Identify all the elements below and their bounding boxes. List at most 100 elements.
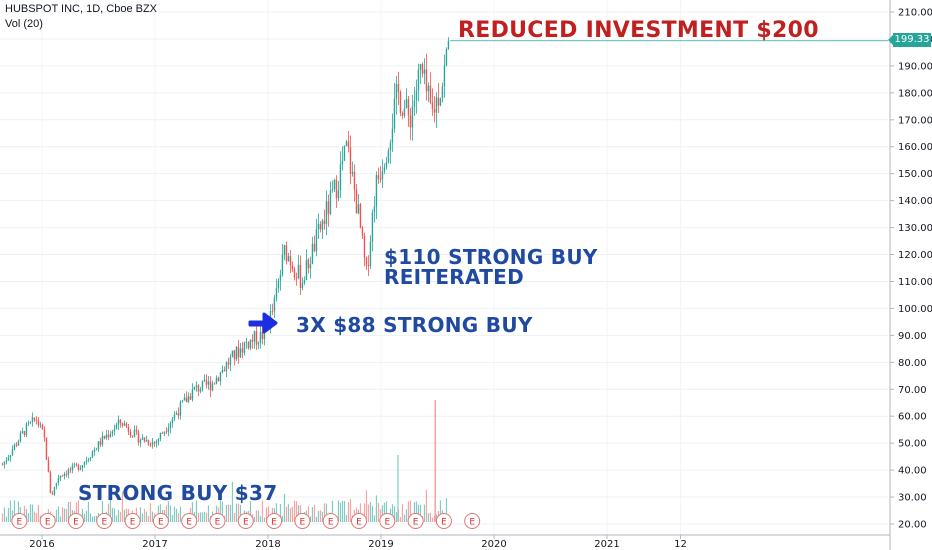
candle-body — [419, 64, 422, 70]
volume-bar — [117, 509, 120, 522]
candle-body — [113, 429, 116, 432]
earnings-marker-circle — [68, 513, 84, 529]
volume-bar — [401, 504, 404, 522]
candle-body — [63, 473, 66, 477]
candle-body — [69, 469, 72, 471]
volume-bar — [179, 506, 182, 522]
earnings-marker-label: E — [130, 518, 136, 528]
volume-bar — [141, 513, 144, 522]
volume-bar — [229, 504, 232, 522]
candle-body — [339, 164, 342, 191]
candle-body — [299, 264, 302, 288]
candle-body — [427, 85, 430, 92]
candle-body — [359, 204, 362, 228]
volume-bar — [149, 503, 152, 522]
candle-body — [311, 243, 314, 265]
earnings-marker-circle — [294, 513, 311, 529]
candle-body — [175, 413, 178, 415]
candle-body — [277, 280, 280, 289]
volume-bar — [293, 500, 296, 522]
volume-bar — [373, 515, 376, 522]
candle-body — [395, 83, 398, 99]
volume-bar — [323, 503, 326, 522]
earnings-marker: E — [181, 513, 198, 529]
volume-bar — [417, 504, 420, 522]
volume-bar — [221, 501, 224, 522]
volume-bar — [255, 510, 258, 522]
earnings-marker: E — [68, 513, 84, 529]
y-tick-label: 20.00 — [898, 520, 927, 531]
candle-body — [115, 424, 118, 430]
volume-bar — [227, 504, 230, 522]
chart-title: HUBSPOT INC, 1D, Cboe BZX — [5, 3, 158, 15]
candle-body — [127, 426, 130, 432]
volume-bar — [201, 512, 204, 522]
earnings-marker-circle — [435, 513, 452, 529]
volume-bar — [139, 507, 142, 522]
candle-body — [379, 178, 382, 180]
earnings-marker-label: E — [45, 518, 51, 528]
volume-bar — [307, 506, 310, 522]
candle-body — [179, 401, 182, 416]
candle-body — [157, 439, 160, 442]
candle-body — [219, 372, 222, 382]
earnings-marker-label: E — [328, 518, 334, 528]
x-tick-label: 2019 — [368, 539, 393, 550]
candle-body — [253, 331, 256, 342]
candle-body — [45, 437, 48, 460]
candle-body — [47, 459, 50, 473]
candle-body — [213, 383, 216, 385]
candle-body — [351, 171, 354, 174]
candle-body — [85, 460, 88, 463]
volume-legend: Vol (20) — [5, 18, 43, 30]
volume-bar — [101, 500, 104, 522]
candle-body — [393, 98, 396, 129]
candle-body — [167, 428, 170, 432]
candle-body — [343, 145, 346, 161]
candle-body — [173, 414, 176, 420]
earnings-marker-label: E — [243, 518, 249, 528]
volume-bar — [67, 502, 70, 522]
volume-bar — [121, 491, 124, 522]
earnings-marker: E — [124, 513, 141, 529]
candle-body — [123, 423, 126, 426]
volume-bar — [225, 505, 228, 522]
volume-bar — [379, 509, 382, 522]
candle-body — [385, 161, 388, 168]
candle-body — [107, 434, 110, 438]
candle-body — [315, 229, 318, 252]
candle-body — [367, 264, 370, 266]
candle-body — [99, 441, 102, 445]
y-tick-label: 80.00 — [898, 358, 927, 369]
volume-bar — [175, 508, 178, 522]
candle-body — [61, 475, 64, 477]
volume-bar — [397, 455, 399, 522]
candle-body — [425, 69, 428, 92]
volume-bar — [253, 516, 256, 522]
candle-body — [361, 227, 364, 236]
candle-body — [325, 201, 328, 224]
volume-bar — [111, 507, 114, 522]
price-candles — [1, 37, 450, 496]
candle-body — [345, 141, 348, 146]
candle-body — [87, 459, 90, 461]
candle-body — [133, 429, 136, 437]
volume-bar — [405, 509, 408, 522]
earnings-marker-label: E — [101, 518, 107, 528]
volume-bar — [365, 490, 368, 522]
x-tick-label: 2020 — [481, 539, 506, 550]
earnings-marker-label: E — [186, 518, 192, 528]
volume-bar — [425, 489, 428, 522]
volume-bar — [231, 481, 234, 522]
candle-body — [91, 451, 94, 458]
volume-bar — [65, 509, 68, 522]
volume-bar — [261, 500, 264, 522]
candle-body — [245, 342, 248, 343]
candle-body — [117, 419, 120, 425]
volume-bar — [283, 493, 286, 522]
candle-body — [23, 431, 26, 435]
annotation-110-strong-buy: $110 STRONG BUY — [384, 245, 598, 269]
candle-body — [399, 92, 402, 114]
candle-body — [237, 346, 240, 358]
